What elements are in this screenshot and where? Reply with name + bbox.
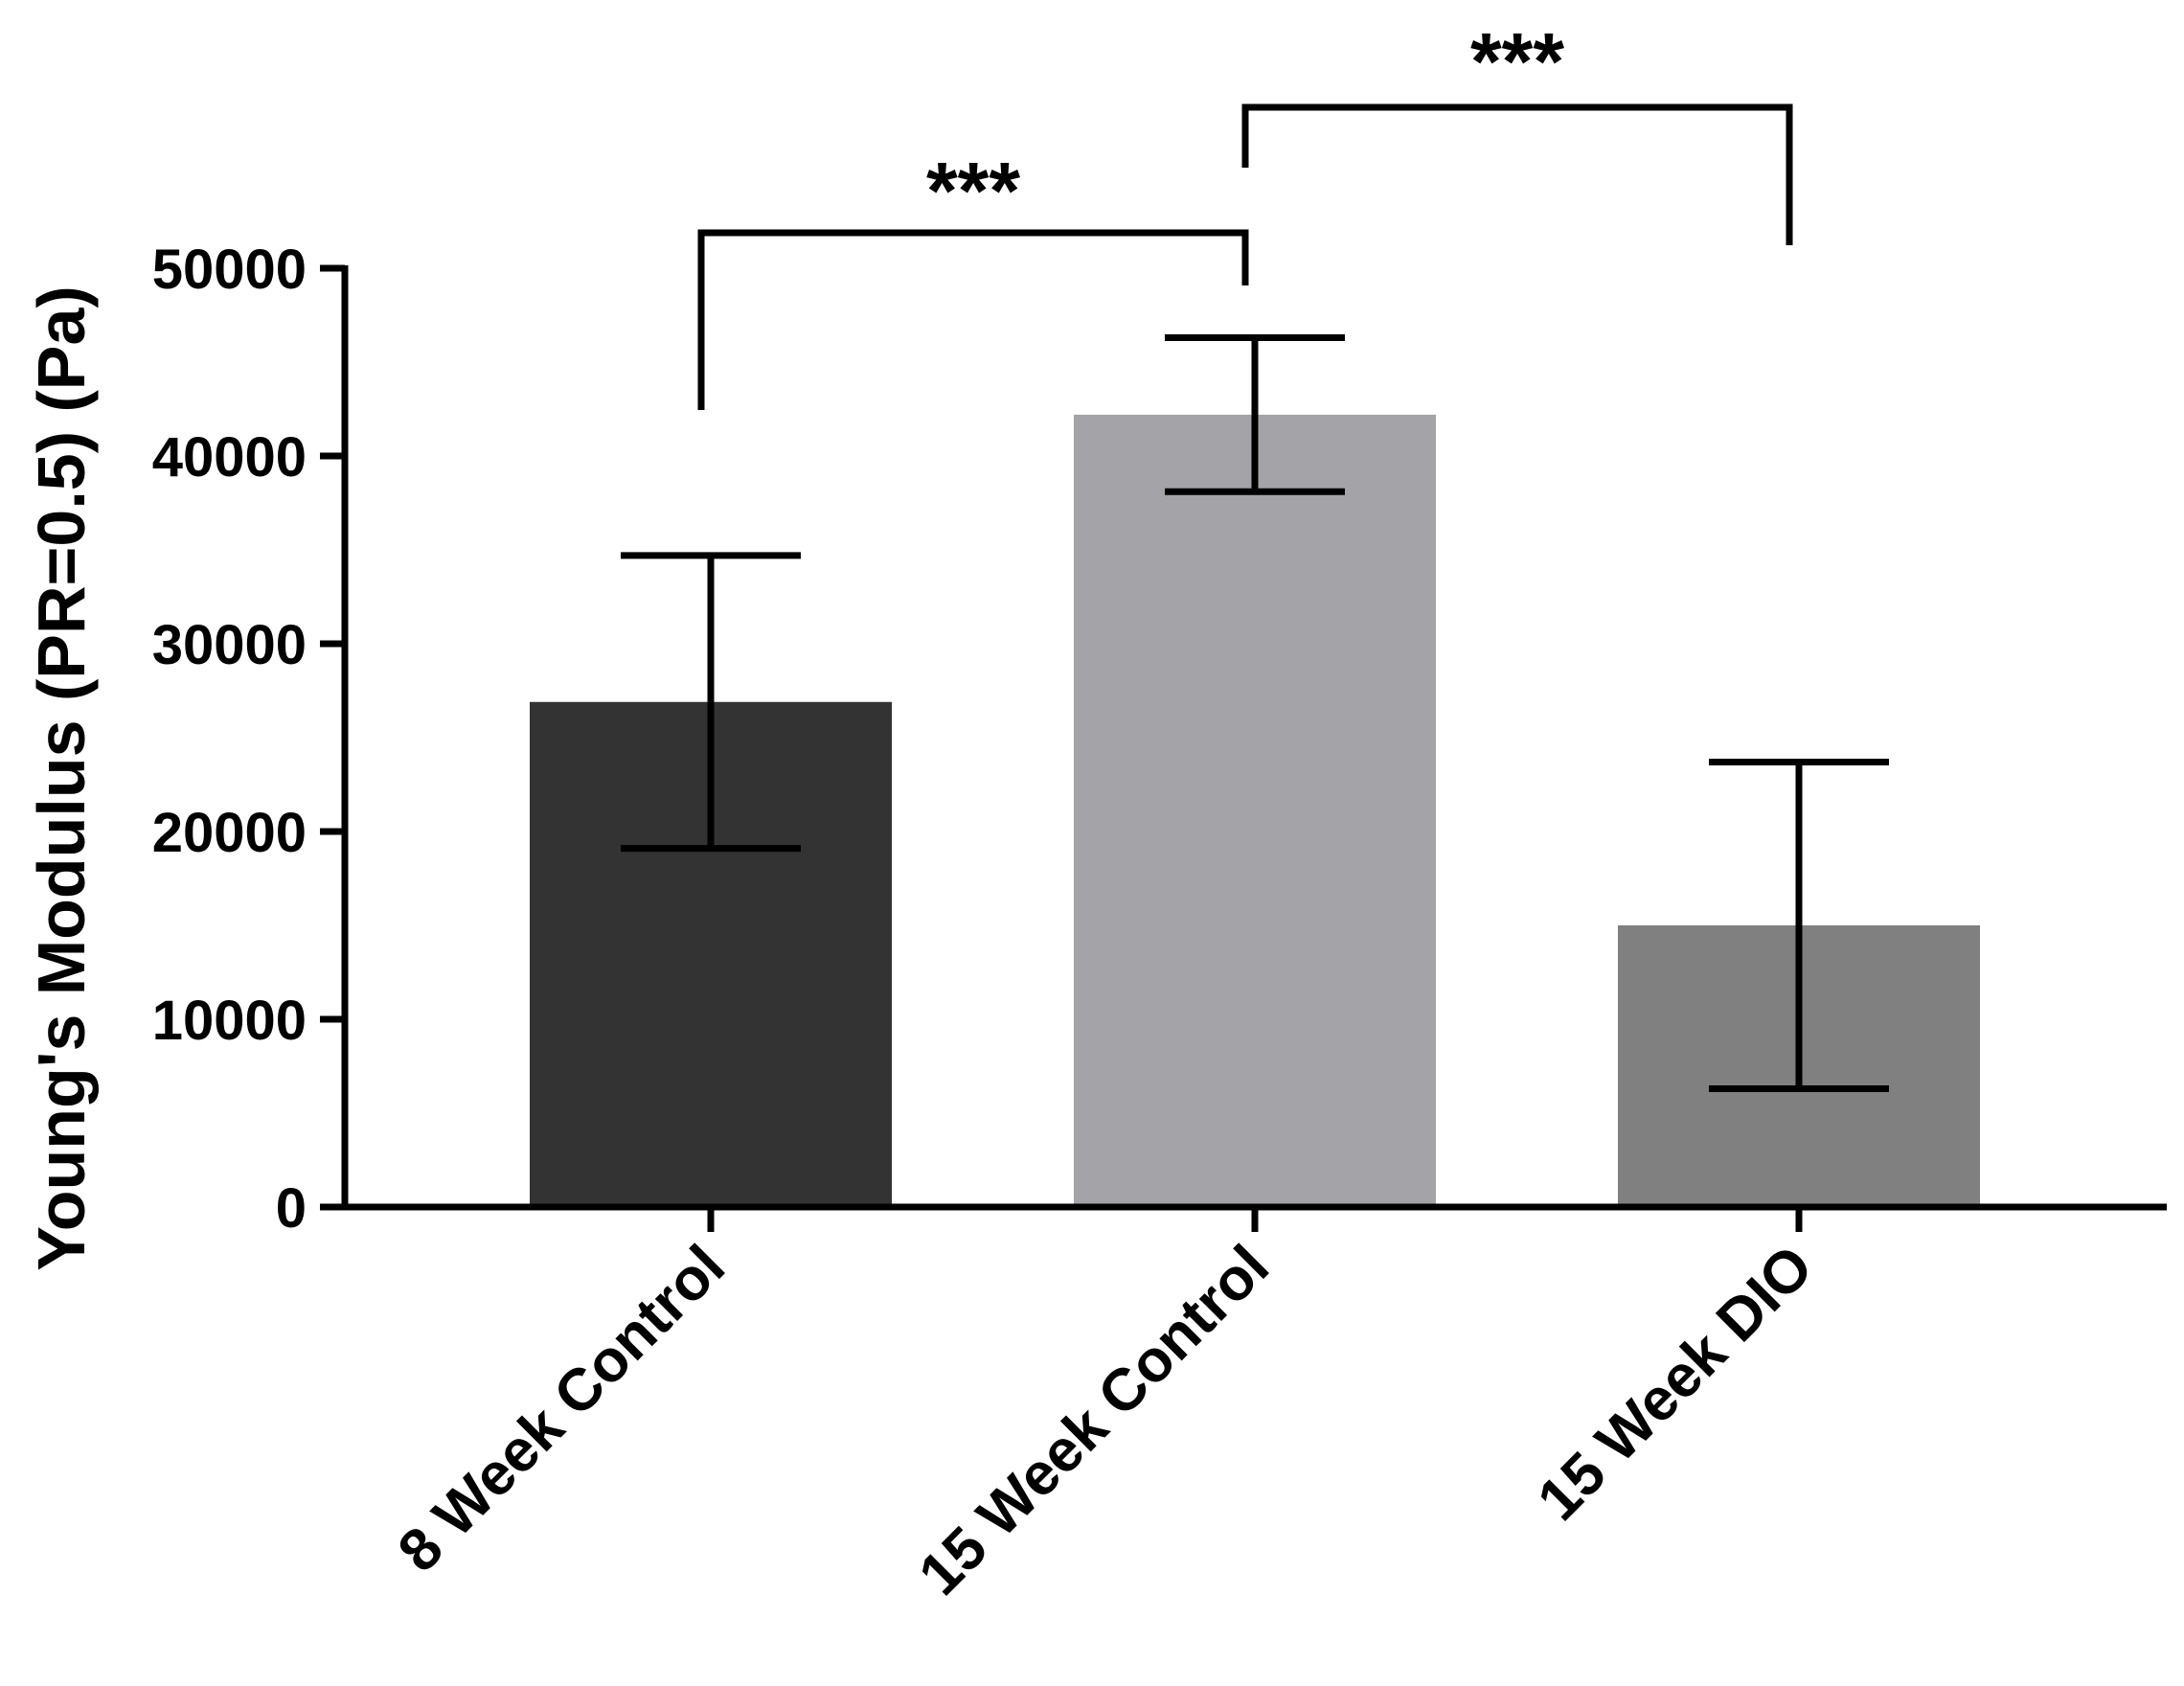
y-tick-label-5: 50000 (152, 239, 307, 301)
bar-1 (1074, 414, 1436, 1207)
significance-layer: *** *** (697, 16, 1793, 410)
y-axis-label: Young's Modulus (PR=0.5) (Pa) (24, 285, 99, 1270)
y-tick-label-4: 40000 (152, 426, 307, 489)
significance-label-0: *** (926, 146, 1020, 236)
x-tick-label-2: 15 Week DIO (1525, 1233, 1826, 1534)
significance-bracket-line-1 (1241, 103, 1793, 245)
y-tick-label-1: 10000 (152, 990, 307, 1052)
error-bar-0 (621, 552, 801, 853)
y-tick-label-0: 0 (276, 1177, 307, 1240)
y-tick-label-3: 30000 (152, 614, 307, 676)
x-tick-label-1: 15 Week Control (906, 1233, 1281, 1607)
significance-label-1: *** (1470, 16, 1564, 106)
significance-bracket-line-0 (697, 229, 1249, 410)
significance-bracket-1: *** (1241, 16, 1793, 245)
x-tick-label-0: 8 Week Control (386, 1233, 738, 1584)
error-bars-layer (621, 334, 1889, 1093)
y-tick-label-2: 20000 (152, 802, 307, 864)
significance-bracket-0: *** (697, 146, 1249, 410)
error-bar-1 (1165, 334, 1345, 495)
error-bar-2 (1709, 758, 1889, 1093)
